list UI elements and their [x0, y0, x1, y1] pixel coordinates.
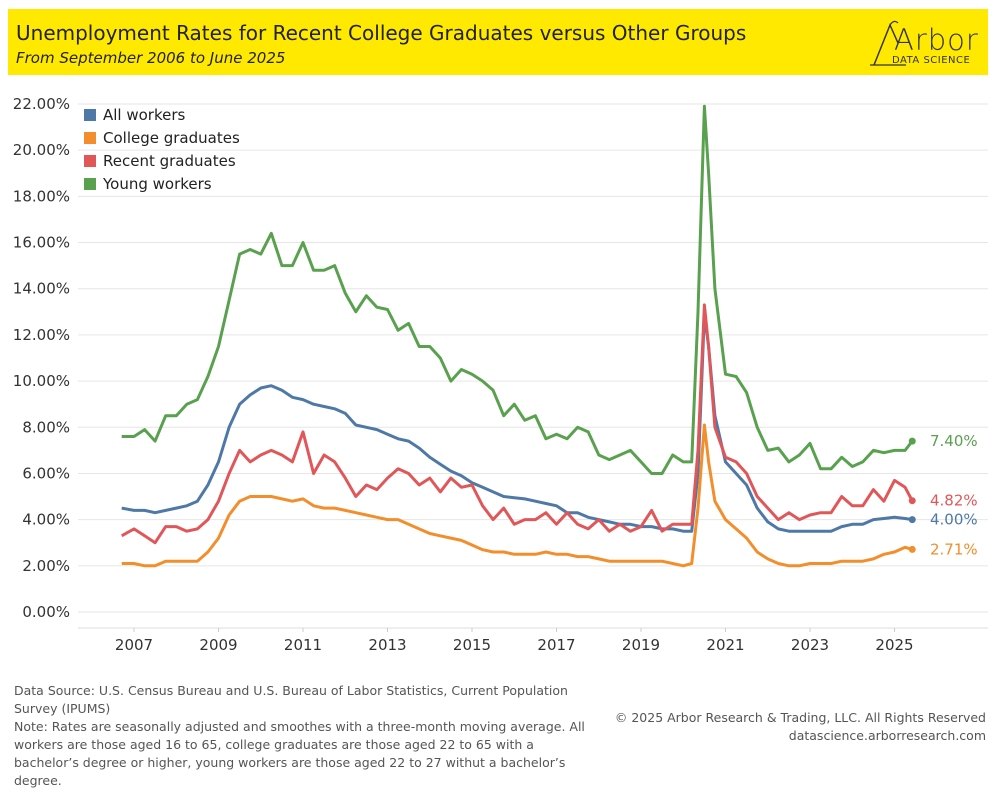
x-tick-label: 2019 — [622, 636, 660, 654]
series-line-young-workers — [121, 104, 914, 475]
data-source-text: Data Source: U.S. Census Bureau and U.S.… — [14, 683, 568, 716]
logo-word: Arbor — [894, 23, 979, 57]
tree-icon — [870, 20, 906, 66]
legend: All workers College graduates Recent gradu… — [84, 103, 240, 195]
series-line-college-graduates — [121, 423, 913, 568]
y-tick-label: 2.00% — [22, 557, 70, 575]
legend-swatch — [84, 177, 96, 190]
legend-label: Young workers — [103, 174, 212, 193]
y-tick-label: 18.00% — [13, 187, 70, 205]
x-tick-label: 2007 — [115, 636, 153, 654]
y-tick-label: 20.00% — [13, 141, 70, 159]
y-tick-label: 6.00% — [22, 464, 70, 482]
x-tick-label: 2015 — [453, 636, 491, 654]
legend-item-recent-graduates: Recent graduates — [84, 149, 240, 172]
legend-item-all-workers: All workers — [84, 103, 240, 126]
end-point-college-graduates — [908, 545, 916, 553]
end-label-young-workers: 7.40% — [930, 432, 978, 450]
x-tick-label: 2021 — [706, 636, 744, 654]
y-tick-label: 12.00% — [13, 326, 70, 344]
line-chart: 0.00% 2.00% 4.00% 6.00% 8.00% 10.00% 12.00% 14.… — [13, 95, 988, 654]
x-tick-label: 2017 — [537, 636, 575, 654]
note-text: Note: Rates are seasonally adjusted and … — [14, 719, 585, 788]
footer-credits: © 2025 Arbor Research & Trading, LLC. Al… — [615, 709, 986, 745]
end-point-recent-graduates — [908, 497, 916, 505]
series-line-recent-graduates — [120, 303, 914, 545]
legend-item-young-workers: Young workers — [84, 172, 240, 195]
end-point-all-workers — [908, 516, 916, 524]
y-tick-label: 16.00% — [13, 234, 70, 252]
footer-notes: Data Source: U.S. Census Bureau and U.S.… — [14, 682, 589, 790]
x-tick-label: 2009 — [199, 636, 237, 654]
y-tick-label: 22.00% — [13, 95, 70, 113]
x-tick-label: 2011 — [284, 636, 322, 654]
end-point-young-workers — [908, 437, 916, 445]
y-tick-label: 8.00% — [22, 418, 70, 436]
x-tick-label: 2023 — [791, 636, 829, 654]
end-label-recent-graduates: 4.82% — [930, 492, 978, 510]
legend-item-college-graduates: College graduates — [84, 126, 240, 149]
y-tick-label: 4.00% — [22, 511, 70, 529]
series-line-all-workers — [121, 312, 913, 533]
legend-swatch — [84, 131, 96, 144]
x-tick-label: 2013 — [368, 636, 406, 654]
legend-swatch — [84, 154, 96, 167]
end-label-college-graduates: 2.71% — [930, 540, 978, 558]
legend-label: College graduates — [103, 128, 240, 147]
y-tick-label: 10.00% — [13, 372, 70, 390]
legend-label: Recent graduates — [103, 151, 236, 170]
header-banner: Unemployment Rates for Recent College Gr… — [8, 9, 988, 75]
copyright-text: © 2025 Arbor Research & Trading, LLC. Al… — [614, 710, 986, 725]
website-link[interactable]: datascience.arborresearch.com — [788, 728, 986, 743]
y-tick-label: 0.00% — [22, 603, 70, 621]
arbor-logo: Arbor DATA SCIENCE — [868, 17, 978, 69]
chart-title: Unemployment Rates for Recent College Gr… — [16, 21, 747, 45]
logo-subtitle: DATA SCIENCE — [892, 55, 971, 66]
legend-label: All workers — [103, 105, 186, 124]
legend-swatch — [84, 108, 96, 121]
chart-subtitle: From September 2006 to June 2025 — [16, 49, 286, 67]
end-label-all-workers: 4.00% — [930, 511, 978, 529]
y-tick-label: 14.00% — [13, 280, 70, 298]
x-tick-label: 2025 — [875, 636, 913, 654]
